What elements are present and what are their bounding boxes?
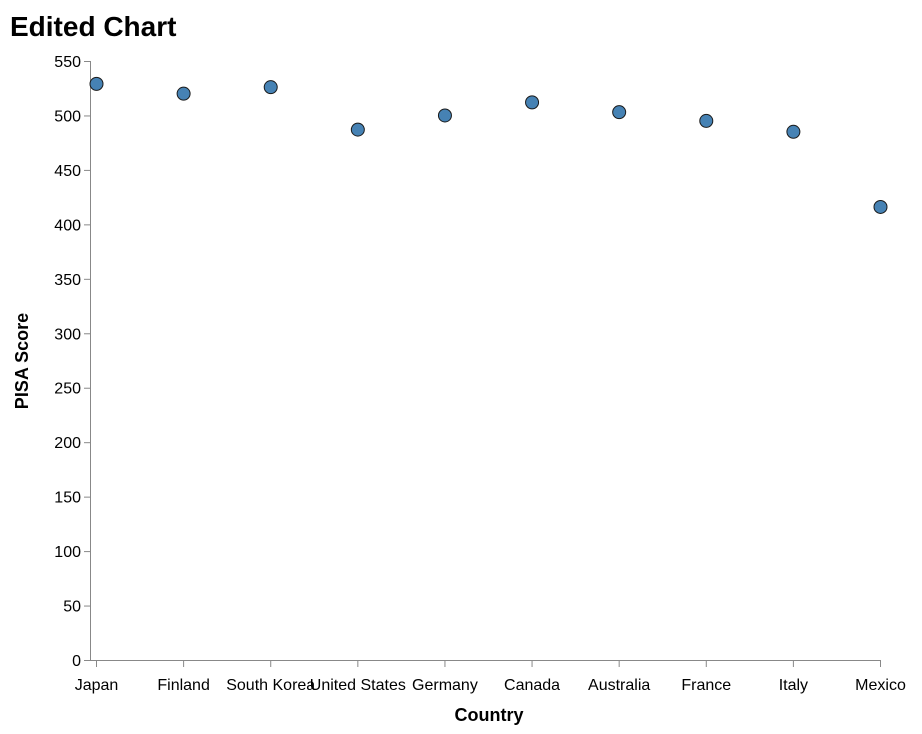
y-tick-label: 500 xyxy=(54,108,81,125)
y-tick-label: 450 xyxy=(54,163,81,180)
y-axis-title: PISA Score xyxy=(12,313,32,409)
y-tick-label: 400 xyxy=(54,217,81,234)
x-tick-label: Italy xyxy=(779,677,808,694)
x-tick-label: Japan xyxy=(75,677,119,694)
y-tick-label: 100 xyxy=(54,544,81,561)
data-point xyxy=(786,124,801,139)
y-tick-label: 300 xyxy=(54,326,81,343)
data-point xyxy=(612,105,627,120)
y-tick-label: 50 xyxy=(63,599,81,616)
x-tick-label: France xyxy=(681,677,731,694)
y-axis: 0 50 100 150 200 250 300 350 400 450 500 550 xyxy=(54,54,91,670)
x-tick-label: Germany xyxy=(412,677,478,694)
x-tick-label: Australia xyxy=(588,677,650,694)
x-tick-label: Mexico xyxy=(855,677,906,694)
y-tick-label: 250 xyxy=(54,381,81,398)
data-point xyxy=(89,76,104,91)
data-point xyxy=(176,86,191,101)
data-point xyxy=(437,108,452,123)
y-tick-label: 350 xyxy=(54,272,81,289)
data-point xyxy=(350,122,365,137)
data-point xyxy=(873,199,888,214)
x-tick-label: Canada xyxy=(504,677,560,694)
data-point xyxy=(699,113,714,128)
chart-title: Edited Chart xyxy=(10,11,176,42)
y-tick-label: 200 xyxy=(54,435,81,452)
y-tick-label: 0 xyxy=(72,653,81,670)
data-points xyxy=(89,76,888,214)
x-tick-label: Finland xyxy=(157,677,209,694)
x-axis-title: Country xyxy=(455,705,524,725)
y-tick-label: 150 xyxy=(54,490,81,507)
data-point xyxy=(263,80,278,95)
data-point xyxy=(525,95,540,110)
y-tick-label: 550 xyxy=(54,54,81,71)
x-tick-label: United States xyxy=(310,677,406,694)
x-tick-label: South Korea xyxy=(226,677,315,694)
